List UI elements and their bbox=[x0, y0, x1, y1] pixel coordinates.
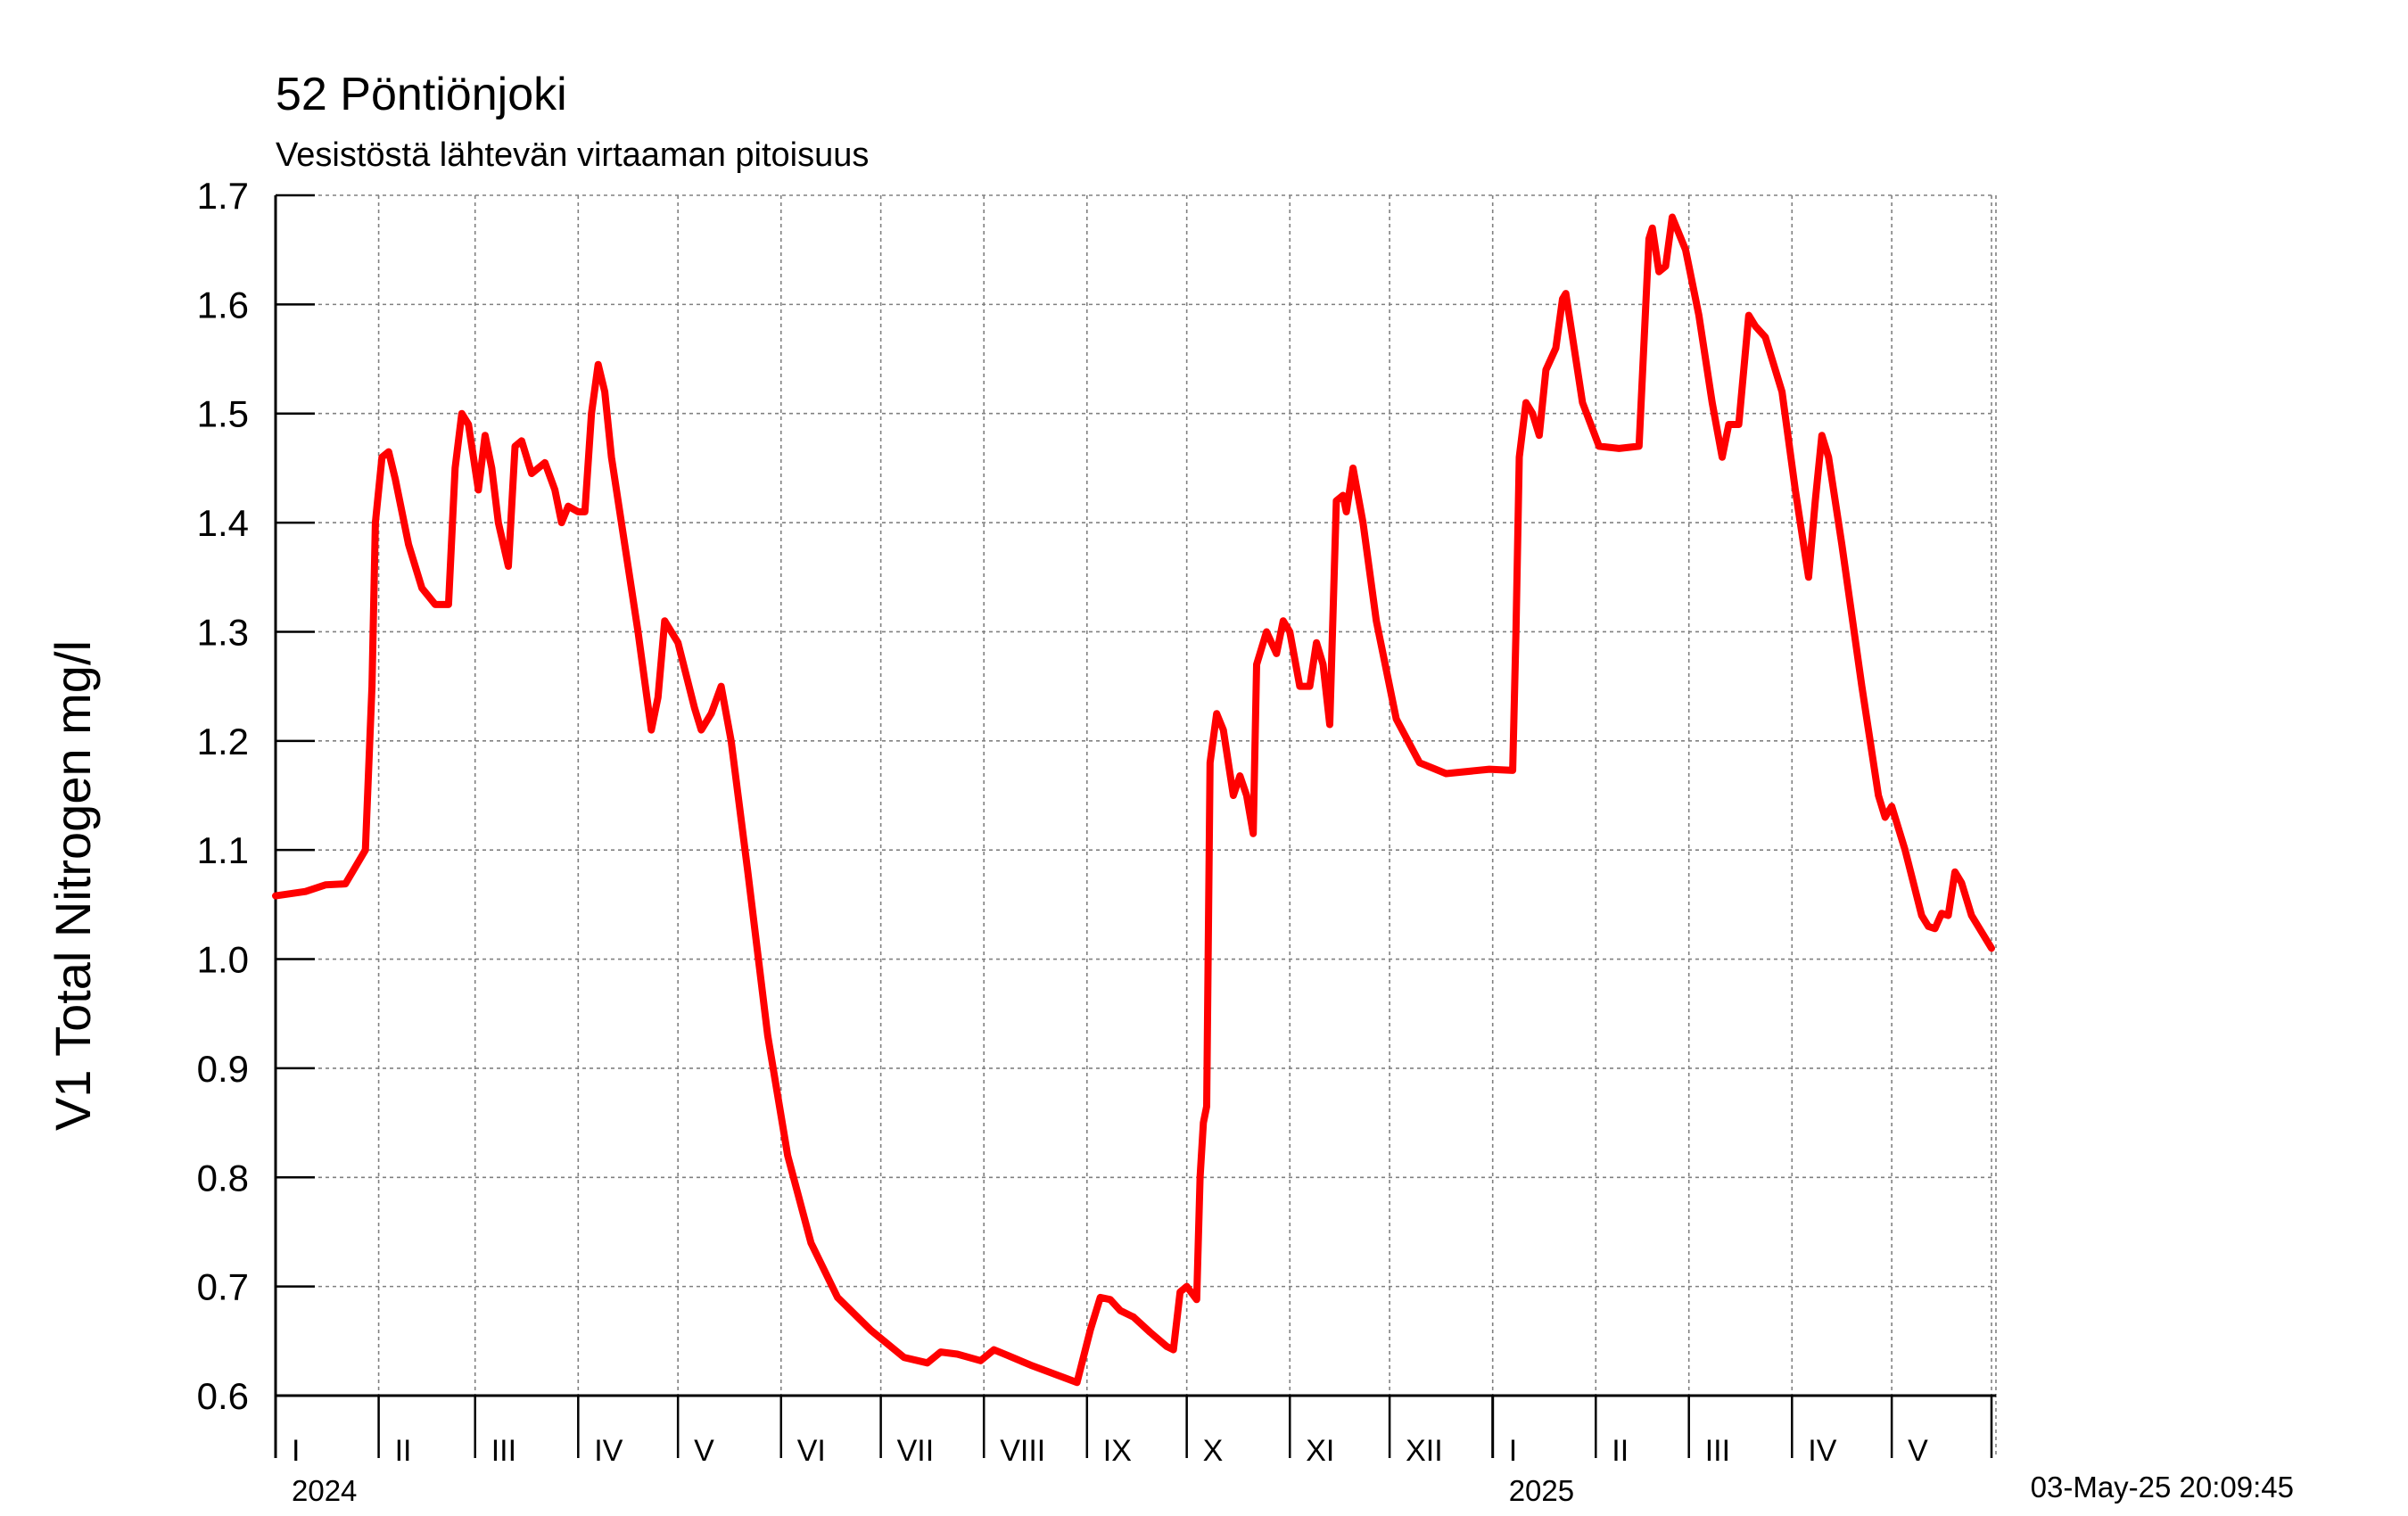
month-label: IV bbox=[594, 1434, 623, 1468]
y-tick-label: 0.9 bbox=[197, 1048, 249, 1090]
month-label: II bbox=[395, 1434, 412, 1468]
y-tick-label: 1.5 bbox=[197, 393, 249, 435]
month-label: XII bbox=[1406, 1434, 1443, 1468]
y-tick-label: 0.7 bbox=[197, 1266, 249, 1308]
chart-subtitle: Vesistöstä lähtevän virtaaman pitoisuus bbox=[276, 136, 869, 174]
month-labels: I II III IV V VI VII VIII IX X XI XII I II III IV V bbox=[292, 1434, 1928, 1468]
y-tick-label: 0.6 bbox=[197, 1375, 249, 1417]
year-labels: 2024 2025 bbox=[292, 1474, 1574, 1507]
month-label: III bbox=[1705, 1434, 1730, 1468]
month-label: III bbox=[491, 1434, 516, 1468]
y-tick-label: 1.7 bbox=[197, 175, 249, 217]
chart-title: 52 Pöntiönjoki bbox=[276, 69, 567, 120]
y-tick-label: 1.1 bbox=[197, 829, 249, 871]
month-label: II bbox=[1612, 1434, 1629, 1468]
month-label: VII bbox=[897, 1434, 935, 1468]
month-label: V bbox=[1908, 1434, 1928, 1468]
year-label: 2024 bbox=[292, 1474, 357, 1507]
y-tick-label: 1.4 bbox=[197, 502, 249, 544]
vertical-gridlines bbox=[377, 195, 1997, 1458]
horizontal-gridlines bbox=[276, 194, 1992, 1397]
month-label: VI bbox=[797, 1434, 826, 1468]
month-label: I bbox=[1509, 1434, 1517, 1468]
month-label: VIII bbox=[1000, 1434, 1045, 1468]
month-label: V bbox=[694, 1434, 714, 1468]
y-tick-label: 1.3 bbox=[197, 611, 249, 653]
y-tick-label: 1.2 bbox=[197, 721, 249, 762]
y-tick-label: 0.8 bbox=[197, 1157, 249, 1199]
month-ticks bbox=[377, 1396, 1993, 1458]
month-label: IV bbox=[1808, 1434, 1836, 1468]
year-label: 2025 bbox=[1509, 1474, 1574, 1507]
timestamp: 03-May-25 20:09:45 bbox=[2031, 1471, 2294, 1504]
series-layer bbox=[272, 213, 1995, 1387]
y-tick-label: 1.0 bbox=[197, 939, 249, 981]
month-label: X bbox=[1203, 1434, 1224, 1468]
series-line bbox=[272, 213, 1995, 1387]
y-axis-label: V1 Total Nitrogen mg/l bbox=[45, 640, 101, 1131]
y-tick-label: 1.6 bbox=[197, 284, 249, 325]
month-label: I bbox=[292, 1434, 300, 1468]
y-tick-labels: 0.6 0.7 0.8 0.9 1.0 1.1 1.2 1.3 1.4 1.5 1.6 1.7 bbox=[197, 175, 249, 1417]
month-label: XI bbox=[1306, 1434, 1334, 1468]
month-label: IX bbox=[1103, 1434, 1132, 1468]
